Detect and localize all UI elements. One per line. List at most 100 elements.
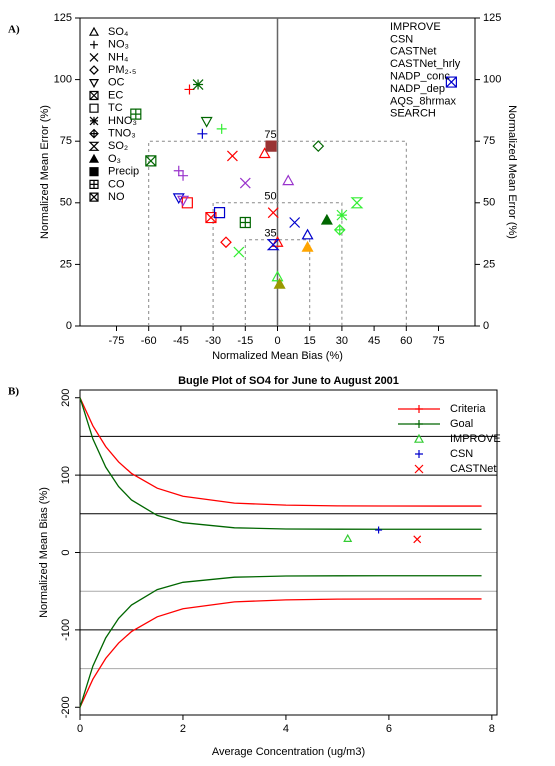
x-tick-label: -60 [141, 335, 157, 347]
legend-label: SEARCH [390, 108, 436, 120]
legend-marker [413, 433, 425, 443]
legend-label: CASTNet [390, 46, 436, 58]
data-point [333, 224, 346, 236]
y2-tick-label: 75 [483, 135, 495, 147]
y-tick-label: 100 [60, 466, 72, 484]
zone-label: 50 [264, 191, 276, 203]
data-point [336, 209, 348, 221]
x-tick-label: -45 [173, 335, 189, 347]
data-point [413, 535, 422, 544]
x-axis-title: Average Concentration (ug/m3) [212, 746, 365, 758]
y-tick-label: 0 [60, 549, 72, 555]
legend-marker [89, 52, 99, 62]
data-point [178, 170, 189, 181]
data-point [173, 165, 184, 176]
legend-label: OC [108, 77, 125, 89]
legend-label: Criteria [450, 403, 486, 415]
legend-label: CSN [390, 33, 413, 45]
data-point [220, 236, 232, 249]
x-tick-label: 2 [180, 723, 186, 735]
legend-label: EC [108, 89, 123, 101]
y-axis-title: Normalized Mean Bias (%) [38, 487, 50, 618]
legend-label: TC [108, 102, 123, 114]
chart-title: Bugle Plot of SO4 for June to August 200… [178, 375, 399, 387]
legend-label: NO [108, 191, 125, 203]
data-point [265, 140, 277, 152]
x-tick-label: 45 [368, 335, 380, 347]
y2-tick-label: 0 [483, 320, 489, 332]
data-point [184, 84, 195, 95]
x-tick-label: 0 [77, 723, 83, 735]
x-tick-label: 30 [336, 335, 348, 347]
data-point [213, 207, 226, 219]
y2-tick-label: 125 [483, 12, 501, 24]
y-tick-label: 50 [60, 197, 72, 209]
legend-label: SO₄ [108, 26, 129, 38]
data-point [192, 79, 204, 90]
legend-marker [89, 167, 99, 177]
y-tick-label: -100 [60, 619, 72, 641]
panel-label: A) [8, 24, 20, 36]
data-point [145, 155, 157, 167]
legend-label: IMPROVE [450, 433, 501, 445]
legend-marker [414, 464, 424, 474]
legend-label: CASTNet [450, 463, 496, 475]
legend-marker [89, 128, 99, 139]
legend-label: NADP_conc [390, 71, 450, 83]
performance-zone [148, 140, 407, 326]
performance-zone [212, 202, 343, 326]
legend-label: Precip [108, 166, 139, 178]
legend-label: NH₄ [108, 51, 129, 63]
y2-axis-title: Normalized Mean Error (%) [506, 105, 518, 239]
legend-marker [415, 405, 423, 413]
legend-label: NADP_dep [390, 83, 445, 95]
y-axis-title: Normalized Mean Error (%) [39, 105, 51, 239]
x-tick-label: -30 [205, 335, 221, 347]
curve [79, 575, 482, 708]
legend-marker [89, 116, 99, 126]
data-point [216, 123, 227, 134]
data-point [177, 195, 190, 207]
data-point [375, 526, 383, 534]
legend-label: SO₂ [108, 140, 128, 152]
y-tick-label: 0 [66, 320, 72, 332]
legend-marker [89, 179, 99, 189]
y2-tick-label: 25 [483, 258, 495, 270]
x-tick-label: 15 [304, 335, 316, 347]
legend-label: CASTNet_hrly [390, 58, 461, 70]
data-point [197, 128, 208, 139]
data-point [273, 277, 286, 289]
data-point [445, 76, 457, 88]
y2-tick-label: 100 [483, 74, 501, 86]
legend-label: O₃ [108, 153, 121, 165]
legend-label: Goal [450, 418, 473, 430]
legend-label: AQS_8hrmax [390, 95, 457, 107]
legend-marker [88, 79, 100, 89]
legend-label: IMPROVE [390, 21, 441, 33]
data-point [267, 207, 279, 219]
curve [79, 397, 482, 530]
y-tick-label: 200 [60, 389, 72, 407]
legend-marker [88, 141, 100, 151]
x-tick-label: 0 [274, 335, 280, 347]
legend-label: CO [108, 178, 125, 190]
y-tick-label: 100 [54, 74, 72, 86]
data-point [271, 235, 284, 247]
x-tick-label: 6 [386, 723, 392, 735]
data-point [282, 174, 295, 186]
legend-marker [88, 153, 100, 163]
legend-marker [90, 40, 98, 49]
x-tick-label: 60 [400, 335, 412, 347]
legend-marker [415, 420, 423, 428]
zone-label: 35 [264, 228, 276, 240]
y-tick-label: -200 [60, 696, 72, 718]
legend-marker [89, 192, 99, 202]
data-point [266, 239, 280, 251]
data-point [301, 240, 314, 252]
legend-marker [415, 450, 423, 458]
y-tick-label: 125 [54, 12, 72, 24]
performance-zone [244, 239, 311, 326]
y-tick-label: 75 [60, 135, 72, 147]
data-point [289, 217, 301, 228]
